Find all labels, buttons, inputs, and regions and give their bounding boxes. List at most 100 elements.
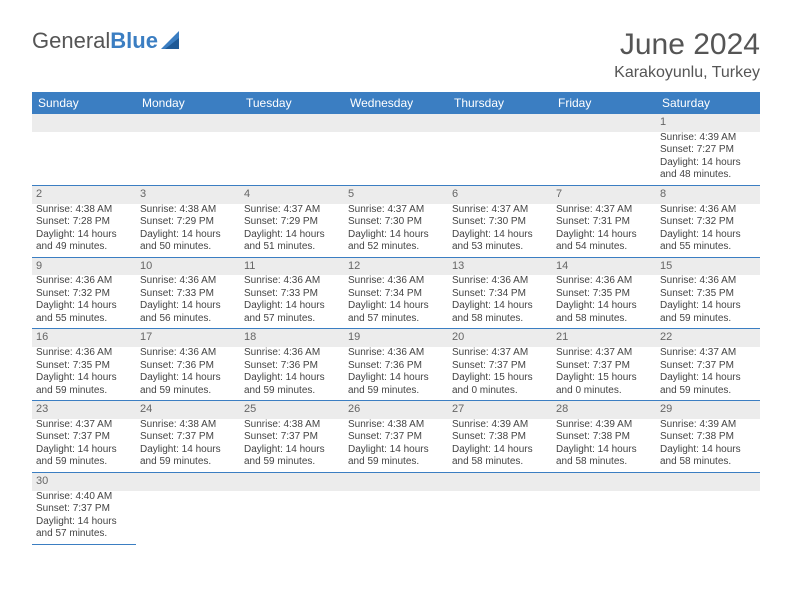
sunset-line: Sunset: 7:37 PM	[660, 360, 756, 373]
day-number: 19	[344, 329, 448, 347]
day-cell: Sunrise: 4:40 AMSunset: 7:37 PMDaylight:…	[32, 491, 136, 545]
daylight-line: Daylight: 14 hours and 57 minutes.	[244, 300, 340, 325]
day-number	[656, 472, 760, 490]
sunset-line: Sunset: 7:34 PM	[452, 288, 548, 301]
day-cell: Sunrise: 4:37 AMSunset: 7:30 PMDaylight:…	[344, 204, 448, 258]
daylight-line: Daylight: 15 hours and 0 minutes.	[452, 372, 548, 397]
daylight-line: Daylight: 14 hours and 58 minutes.	[556, 444, 652, 469]
day-number: 5	[344, 185, 448, 203]
day-number: 3	[136, 185, 240, 203]
sunset-line: Sunset: 7:35 PM	[660, 288, 756, 301]
day-cell: Sunrise: 4:36 AMSunset: 7:35 PMDaylight:…	[656, 275, 760, 329]
day-cell: Sunrise: 4:39 AMSunset: 7:27 PMDaylight:…	[656, 132, 760, 186]
day-number: 9	[32, 257, 136, 275]
daylight-line: Daylight: 14 hours and 59 minutes.	[140, 444, 236, 469]
sunset-line: Sunset: 7:37 PM	[140, 431, 236, 444]
week-row: Sunrise: 4:36 AMSunset: 7:35 PMDaylight:…	[32, 347, 760, 401]
day-number	[344, 472, 448, 490]
week-row: Sunrise: 4:38 AMSunset: 7:28 PM Daylight:…	[32, 204, 760, 258]
day-cell: Sunrise: 4:38 AMSunset: 7:29 PMDaylight:…	[136, 204, 240, 258]
day-number	[552, 114, 656, 132]
day-cell: Sunrise: 4:37 AMSunset: 7:37 PMDaylight:…	[552, 347, 656, 401]
day-cell: Sunrise: 4:36 AMSunset: 7:35 PMDaylight:…	[552, 275, 656, 329]
day-number: 12	[344, 257, 448, 275]
day-cell: Sunrise: 4:38 AMSunset: 7:37 PMDaylight:…	[136, 419, 240, 473]
sunset-line: Sunset: 7:33 PM	[244, 288, 340, 301]
sunrise-line: Sunrise: 4:36 AM	[140, 275, 236, 288]
sunset-line: Sunset: 7:30 PM	[452, 216, 548, 229]
day-cell: Sunrise: 4:39 AMSunset: 7:38 PMDaylight:…	[656, 419, 760, 473]
day-number	[240, 114, 344, 132]
day-header: Sunday	[32, 92, 136, 114]
sunset-line: Sunset: 7:28 PM	[36, 216, 132, 229]
day-number: 26	[344, 401, 448, 419]
day-number: 21	[552, 329, 656, 347]
daynum-row: 2345678	[32, 185, 760, 203]
sunset-line: Sunset: 7:30 PM	[348, 216, 444, 229]
sunrise-line: Sunrise: 4:39 AM	[556, 419, 652, 432]
day-cell: Sunrise: 4:38 AMSunset: 7:37 PMDaylight:…	[240, 419, 344, 473]
sunrise-line: Sunrise: 4:37 AM	[452, 347, 548, 360]
sunrise-line: Sunrise: 4:36 AM	[452, 275, 548, 288]
day-cell: Sunrise: 4:36 AMSunset: 7:36 PMDaylight:…	[240, 347, 344, 401]
day-cell: Sunrise: 4:37 AMSunset: 7:29 PMDaylight:…	[240, 204, 344, 258]
sunrise-line: Sunrise: 4:38 AM	[244, 419, 340, 432]
daylight-line: Daylight: 14 hours and 59 minutes.	[244, 444, 340, 469]
day-cell: Sunrise: 4:36 AMSunset: 7:32 PMDaylight:…	[32, 275, 136, 329]
day-number: 16	[32, 329, 136, 347]
sunset-line: Sunset: 7:34 PM	[348, 288, 444, 301]
sail-icon	[161, 31, 183, 51]
day-cell: Sunrise: 4:37 AMSunset: 7:37 PMDaylight:…	[32, 419, 136, 473]
day-cell	[344, 491, 448, 545]
day-number: 14	[552, 257, 656, 275]
logo-text-general: General	[32, 28, 110, 54]
sunrise-line: Sunrise: 4:36 AM	[244, 347, 340, 360]
day-cell: Sunrise: 4:37 AMSunset: 7:37 PMDaylight:…	[656, 347, 760, 401]
day-cell	[448, 491, 552, 545]
daynum-row: 30	[32, 472, 760, 490]
day-cell: Sunrise: 4:36 AMSunset: 7:34 PMDaylight:…	[448, 275, 552, 329]
day-number: 30	[32, 472, 136, 490]
sunrise-line: Sunrise: 4:39 AM	[452, 419, 548, 432]
daylight-line: Daylight: 14 hours and 57 minutes.	[36, 516, 132, 541]
day-number: 29	[656, 401, 760, 419]
day-cell: Sunrise: 4:36 AMSunset: 7:35 PMDaylight:…	[32, 347, 136, 401]
day-cell	[656, 491, 760, 545]
sunrise-line: Sunrise: 4:38 AM	[36, 204, 132, 217]
sunrise-line: Sunrise: 4:38 AM	[348, 419, 444, 432]
sunrise-line: Sunrise: 4:40 AM	[36, 491, 132, 504]
daylight-line: Daylight: 14 hours and 58 minutes.	[556, 300, 652, 325]
day-number: 10	[136, 257, 240, 275]
day-cell	[136, 132, 240, 186]
day-number: 7	[552, 185, 656, 203]
daylight-line: Daylight: 14 hours and 53 minutes.	[452, 229, 548, 254]
sunset-line: Sunset: 7:37 PM	[36, 503, 132, 516]
day-header: Wednesday	[344, 92, 448, 114]
day-cell: Sunrise: 4:36 AMSunset: 7:32 PMDaylight:…	[656, 204, 760, 258]
sunrise-line: Sunrise: 4:36 AM	[660, 275, 756, 288]
sunset-line: Sunset: 7:32 PM	[36, 288, 132, 301]
day-cell: Sunrise: 4:36 AMSunset: 7:34 PMDaylight:…	[344, 275, 448, 329]
sunset-line: Sunset: 7:36 PM	[140, 360, 236, 373]
day-cell	[240, 491, 344, 545]
sunset-line: Sunset: 7:35 PM	[556, 288, 652, 301]
day-cell: Sunrise: 4:38 AMSunset: 7:37 PMDaylight:…	[344, 419, 448, 473]
daylight-line: Daylight: 15 hours and 0 minutes.	[556, 372, 652, 397]
day-number	[552, 472, 656, 490]
day-cell: Sunrise: 4:39 AMSunset: 7:38 PMDaylight:…	[448, 419, 552, 473]
daylight-line: Daylight: 14 hours and 51 minutes.	[244, 229, 340, 254]
day-cell	[552, 132, 656, 186]
day-header: Saturday	[656, 92, 760, 114]
sunset-line: Sunset: 7:37 PM	[452, 360, 548, 373]
daylight-line: Daylight: 14 hours and 59 minutes.	[660, 372, 756, 397]
sunrise-line: Sunrise: 4:39 AM	[660, 419, 756, 432]
sunset-line: Sunset: 7:33 PM	[140, 288, 236, 301]
sunset-line: Sunset: 7:29 PM	[140, 216, 236, 229]
day-number	[32, 114, 136, 132]
day-header: Tuesday	[240, 92, 344, 114]
sunset-line: Sunset: 7:37 PM	[348, 431, 444, 444]
sunset-line: Sunset: 7:31 PM	[556, 216, 652, 229]
daylight-line: Daylight: 14 hours and 58 minutes.	[452, 300, 548, 325]
sunset-line: Sunset: 7:38 PM	[452, 431, 548, 444]
day-number	[136, 472, 240, 490]
